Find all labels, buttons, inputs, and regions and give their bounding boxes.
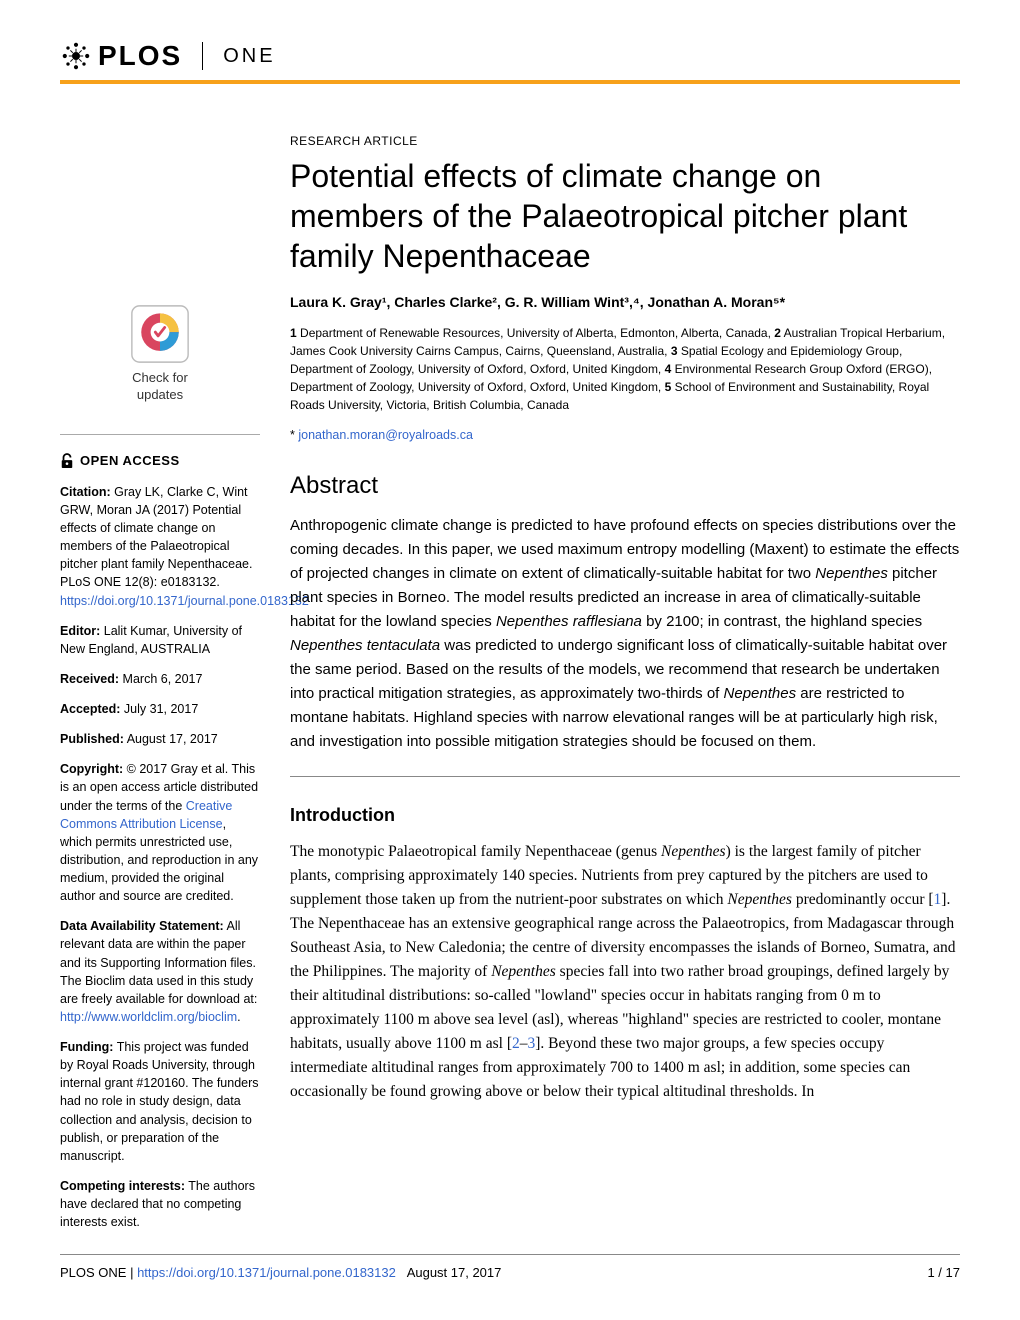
editor-block: Editor: Lalit Kumar, University of New E… [60, 622, 260, 658]
logo-divider [202, 42, 203, 70]
article-title: Potential effects of climate change on m… [290, 156, 960, 276]
citation-doi-link[interactable]: https://doi.org/10.1371/journal.pone.018… [60, 594, 309, 608]
ref-link-1[interactable]: 1 [934, 891, 942, 908]
published-block: Published: August 17, 2017 [60, 730, 260, 748]
citation-block: Citation: Gray LK, Clarke C, Wint GRW, M… [60, 483, 260, 610]
footer-left: PLOS ONE | https://doi.org/10.1371/journ… [60, 1265, 501, 1280]
check-updates-badge[interactable]: Check for updates [60, 304, 260, 404]
footer-page-number: 1 / 17 [927, 1265, 960, 1280]
introduction-heading: Introduction [290, 805, 960, 826]
section-divider [290, 776, 960, 777]
check-updates-label: Check for updates [132, 370, 188, 404]
copyright-block: Copyright: © 2017 Gray et al. This is an… [60, 760, 260, 905]
page-footer: PLOS ONE | https://doi.org/10.1371/journ… [60, 1254, 960, 1280]
received-block: Received: March 6, 2017 [60, 670, 260, 688]
ref-link-2[interactable]: 2 [512, 1035, 520, 1052]
data-availability-block: Data Availability Statement: All relevan… [60, 917, 260, 1026]
authors-list: Laura K. Gray¹, Charles Clarke², G. R. W… [290, 294, 960, 310]
funding-block: Funding: This project was funded by Roya… [60, 1038, 260, 1165]
sidebar: Check for updates OPEN ACCESS Citation: … [60, 134, 260, 1243]
plos-burst-icon [60, 40, 92, 72]
accent-bar [60, 80, 960, 84]
plos-logo: PLOS [60, 40, 182, 72]
page-header: PLOS ONE [60, 40, 960, 72]
plos-logo-wrap: PLOS ONE [60, 40, 276, 72]
email-link[interactable]: jonathan.moran@royalroads.ca [298, 428, 473, 442]
competing-interests-block: Competing interests: The authors have de… [60, 1177, 260, 1231]
affiliations: 1 Department of Renewable Resources, Uni… [290, 324, 960, 414]
journal-name: ONE [223, 45, 275, 68]
open-lock-icon [60, 453, 74, 469]
footer-doi-link[interactable]: https://doi.org/10.1371/journal.pone.018… [137, 1265, 396, 1280]
ref-link-3[interactable]: 3 [527, 1035, 535, 1052]
check-updates-icon [130, 304, 190, 364]
article-type: RESEARCH ARTICLE [290, 134, 960, 148]
open-access-label: OPEN ACCESS [80, 453, 180, 468]
sidebar-divider [60, 434, 260, 435]
introduction-text: The monotypic Palaeotropical family Nepe… [290, 840, 960, 1104]
main-content: RESEARCH ARTICLE Potential effects of cl… [290, 134, 960, 1243]
open-access-row: OPEN ACCESS [60, 453, 260, 469]
accepted-block: Accepted: July 31, 2017 [60, 700, 260, 718]
plos-text: PLOS [98, 40, 182, 72]
worldclim-link[interactable]: http://www.worldclim.org/bioclim [60, 1010, 237, 1024]
abstract-text: Anthropogenic climate change is predicte… [290, 514, 960, 754]
abstract-heading: Abstract [290, 472, 960, 500]
corresponding-email: * jonathan.moran@royalroads.ca [290, 428, 960, 442]
